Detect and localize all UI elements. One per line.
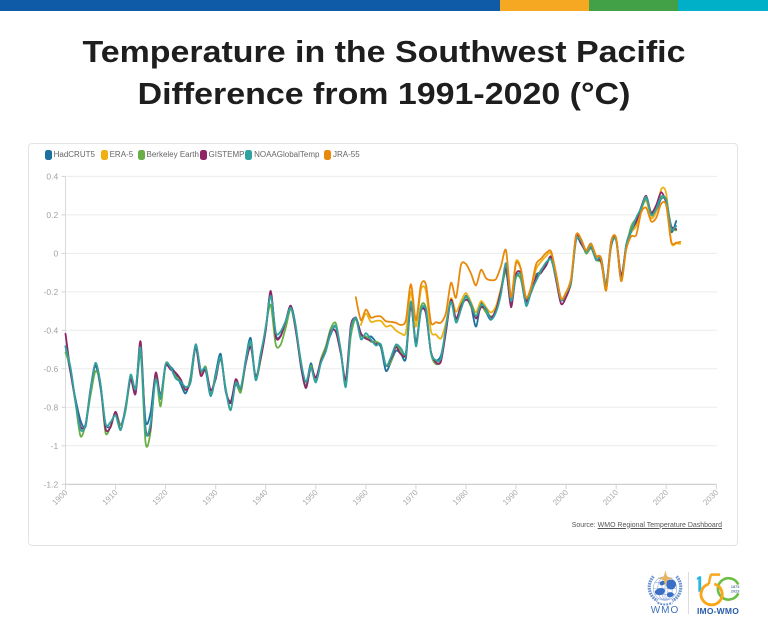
svg-text:0: 0 [53, 249, 58, 259]
svg-text:-0.6: -0.6 [44, 364, 59, 374]
svg-text:-1.2: -1.2 [44, 480, 59, 490]
svg-text:-0.2: -0.2 [44, 287, 59, 297]
svg-text:0.2: 0.2 [46, 210, 58, 220]
svg-text:-0.4: -0.4 [44, 326, 59, 336]
svg-text:0.4: 0.4 [46, 172, 58, 182]
svg-text:-1: -1 [51, 441, 59, 451]
svg-text:-0.8: -0.8 [44, 403, 59, 413]
svg-text:2023: 2023 [731, 589, 740, 594]
svg-text:1873: 1873 [731, 584, 740, 589]
